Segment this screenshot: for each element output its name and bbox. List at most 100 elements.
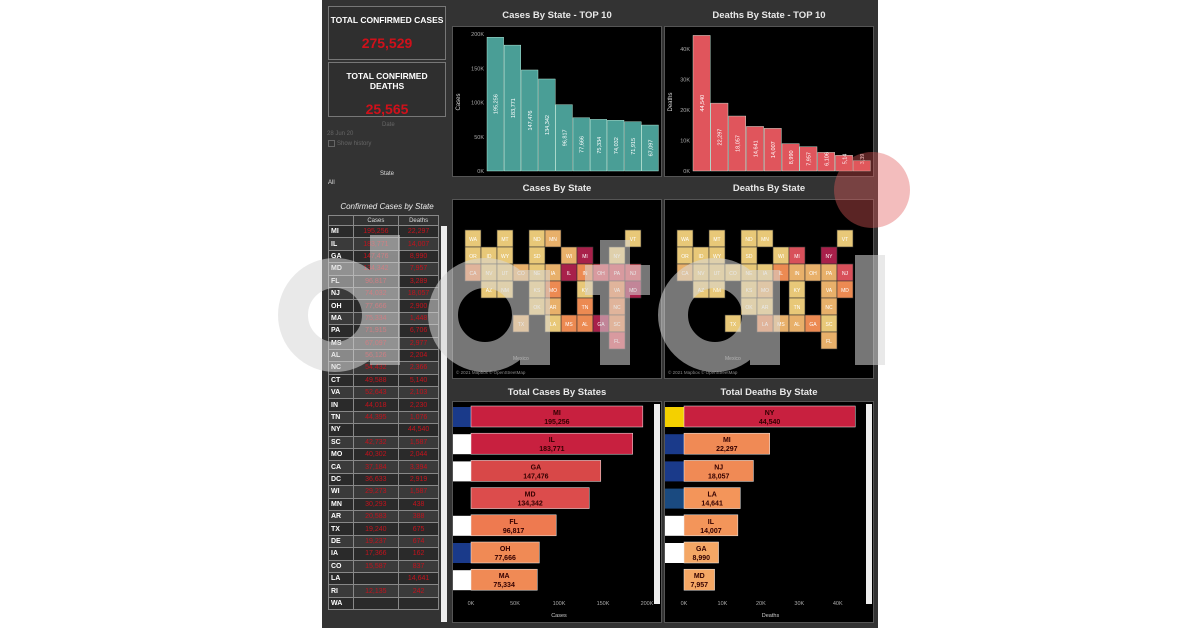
table-row[interactable]: VA 52,643 2,103 [328, 386, 439, 400]
table-row[interactable]: MS 67,097 2,977 [328, 336, 439, 350]
bar-value-label: 18,057 [708, 473, 730, 480]
table-row[interactable]: PA 71,915 6,706 [328, 324, 439, 338]
deaths-cell: 8,990 [398, 249, 439, 264]
bar-value-label: 147,476 [523, 473, 548, 480]
y-tick-label: 50K [474, 135, 484, 141]
map-state [820, 331, 838, 350]
table-row[interactable]: MO 40,302 2,044 [328, 448, 439, 462]
total-cases-card: TOTAL CONFIRMED CASES 275,529 [328, 6, 446, 60]
table-row[interactable]: NJ 74,032 18,057 [328, 286, 439, 301]
show-history-label: Show history [337, 141, 372, 147]
table-row[interactable]: DC 36,633 2,919 [328, 472, 439, 487]
bar-data-label: 75,334 [597, 137, 603, 154]
deaths-cell: 2,977 [398, 336, 439, 350]
deaths-cell: 1,587 [398, 435, 439, 450]
show-history-checkbox[interactable] [328, 140, 335, 147]
table-row[interactable]: LA 14,641 [328, 571, 439, 586]
map-state-label: AL [582, 322, 588, 328]
table-row[interactable]: NY 44,540 [328, 423, 439, 437]
cases-cell: 96,817 [352, 274, 400, 288]
table-row[interactable]: CA 37,184 3,394 [328, 460, 439, 474]
bar-value-label: 75,334 [493, 582, 515, 589]
table-row[interactable]: MN 30,293 438 [328, 497, 439, 512]
bar-value-label: 195,256 [544, 419, 569, 426]
map-state-label: MN [761, 237, 769, 243]
total-deaths-chart: NY 44,540 MI 22,297 NJ 18,057 LA 14,641 IL 14,007… [665, 404, 872, 619]
table-row[interactable]: MD 134,342 7,957 [328, 262, 439, 276]
bar-category-label: MD [525, 492, 536, 499]
table-row[interactable]: FL 96,817 3,289 [328, 274, 439, 288]
table-scrollbar[interactable] [441, 226, 447, 622]
bar [683, 460, 754, 482]
map-state-label: MN [549, 237, 557, 243]
x-tick-label: 0K [468, 601, 475, 607]
table-row[interactable]: CT 49,588 5,140 [328, 373, 439, 388]
map-state-label: LA [550, 322, 557, 328]
table-row[interactable]: TX 19,240 675 [328, 522, 439, 536]
table-row[interactable]: GA 147,476 8,990 [328, 249, 439, 264]
table-row[interactable]: IN 44,018 2,230 [328, 398, 439, 412]
cases-cell: 49,588 [352, 373, 400, 388]
y-tick-label: 200K [471, 32, 484, 38]
map-state-label: WY [501, 254, 510, 260]
cases-map-title: Cases By State [522, 183, 592, 194]
bar [470, 405, 644, 428]
table-row[interactable]: IL 183,771 14,007 [328, 237, 439, 251]
table-row[interactable]: AR 20,583 388 [328, 509, 439, 524]
y-tick-label: 40K [680, 47, 690, 53]
cases-map[interactable]: WA MT ND MN WI MI NY VT OR ID WY SD IA IL IN OH PA NJ CA NV… [452, 199, 662, 379]
deaths-cell: 162 [398, 547, 439, 561]
table-row[interactable]: MA 75,334 1,448 [328, 311, 439, 326]
map-state-label: MI [794, 254, 800, 260]
deaths-cell: 3,394 [398, 460, 439, 474]
table-row[interactable]: MI 195,256 22,297 [328, 224, 439, 239]
map-state-label: MO [761, 288, 769, 294]
bar-value-label: 44,540 [759, 419, 781, 426]
total-cases-chart: MI 195,256 IL 183,771 GA 147,476 MD 134,342 FL 96… [453, 404, 660, 619]
bar-data-label: 44,540 [700, 95, 706, 112]
table-row[interactable]: IA 17,366 162 [328, 547, 439, 561]
state-cell: AR [328, 509, 354, 524]
table-row[interactable]: WI 29,273 1,587 [328, 485, 439, 499]
bar-value-label: 77,666 [494, 555, 516, 562]
bar-data-label: 96,817 [562, 129, 568, 146]
map-state-label: MS [565, 322, 573, 328]
bar-category-label: NJ [714, 464, 723, 471]
bar-value-label: 7,957 [691, 582, 709, 589]
total-deaths-card: TOTAL CONFIRMED DEATHS 25,565 [328, 62, 446, 117]
cases-cell: 17,366 [352, 547, 400, 561]
deaths-map[interactable]: WA MT ND MN WI MI NY VT OR ID WY SD IA IL IN OH PA NJ CA NV… [664, 199, 874, 379]
bar [728, 115, 746, 172]
bar [692, 35, 711, 172]
deaths-cell: 1,587 [398, 485, 439, 499]
state-filter-value[interactable]: All [328, 180, 335, 186]
bar [683, 487, 741, 509]
state-cell: NC [328, 361, 354, 375]
state-flag-icon [453, 407, 471, 427]
map-state-label: NC [825, 305, 833, 311]
table-row[interactable]: WA [328, 596, 439, 611]
table-row[interactable]: CO 15,587 837 [328, 559, 439, 573]
y-tick-label: 150K [471, 66, 484, 72]
map-state [836, 280, 854, 299]
state-cell: TX [328, 522, 354, 536]
map-state-label: ND [533, 237, 541, 243]
table-row[interactable]: SC 42,732 1,587 [328, 435, 439, 450]
bar-data-label: 67,097 [648, 140, 654, 157]
state-filter-label: State [380, 171, 395, 177]
deaths-cell: 5,140 [398, 373, 439, 388]
state-cell: IA [328, 547, 354, 561]
total-deaths-value: 25,565 [365, 101, 409, 117]
map-state-label: AR [762, 305, 769, 311]
table-row[interactable]: TN 44,395 1,076 [328, 410, 439, 425]
state-flag-icon [665, 570, 684, 591]
map-state-label: VA [614, 288, 621, 294]
table-row[interactable]: NC 54,432 2,366 [328, 361, 439, 375]
total-cases-title: Total Cases By States [507, 387, 607, 398]
state-flag-icon [665, 407, 684, 427]
table-row[interactable]: OH 77,666 2,900 [328, 299, 439, 313]
table-row[interactable]: DE 19,237 674 [328, 534, 439, 549]
date-filter-value[interactable]: 28 Jun 20 [327, 131, 354, 137]
table-row[interactable]: AL 56,126 2,204 [328, 348, 439, 363]
table-row[interactable]: RI 12,135 242 [328, 584, 439, 598]
